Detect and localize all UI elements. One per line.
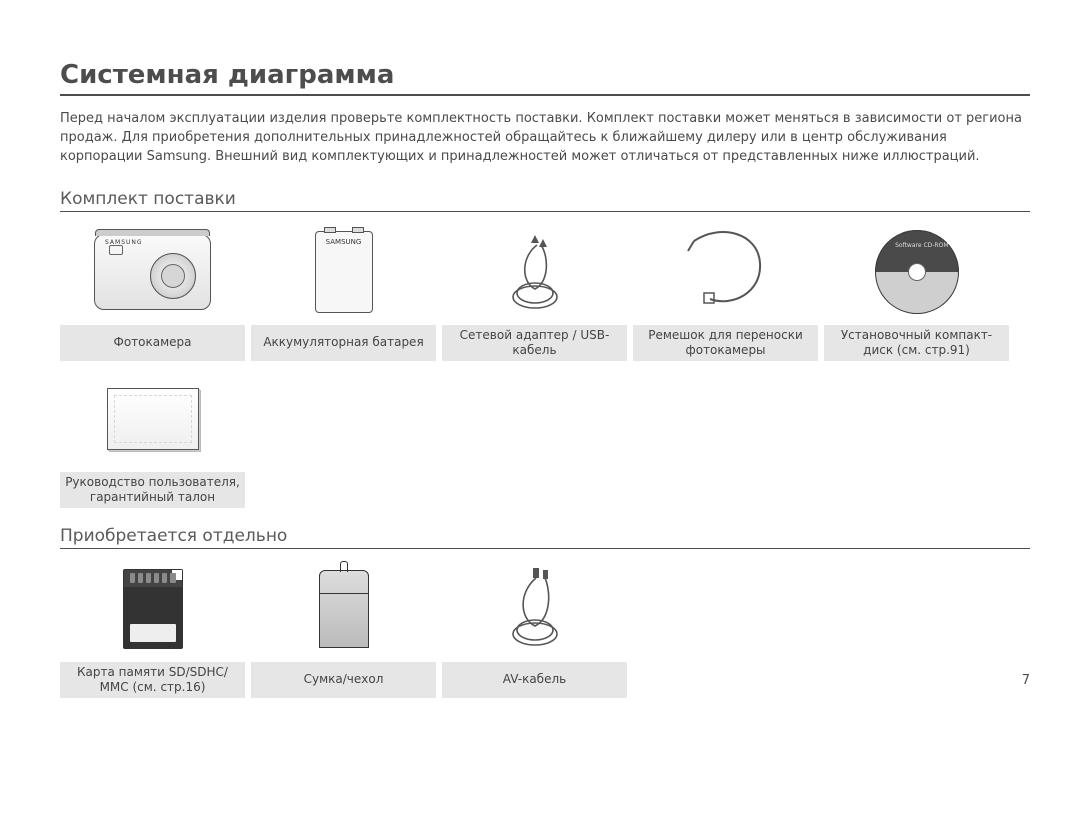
item-usb-cable: Сетевой адаптер / USB-кабель [442, 220, 627, 361]
caption-av-cable: AV-кабель [442, 662, 627, 698]
item-camera: SAMSUNG Фотокамера [60, 220, 245, 361]
cd-label-text: Software CD-ROM [895, 242, 948, 249]
caption-sd-card: Карта памяти SD/SDHC/ MMC (см. стр.16) [60, 662, 245, 698]
caption-usb-cable: Сетевой адаптер / USB-кабель [442, 325, 627, 361]
item-battery: SAMSUNG Аккумуляторная батарея [251, 220, 436, 361]
item-av-cable: AV-кабель [442, 557, 627, 698]
booklet-icon [60, 367, 245, 472]
page-number: 7 [1022, 673, 1030, 688]
camera-icon: SAMSUNG [60, 220, 245, 325]
section-header-optional: Приобретается отдельно [60, 526, 1030, 549]
caption-cd: Установочный компакт-диск (см. стр.91) [824, 325, 1009, 361]
optional-row: Карта памяти SD/SDHC/ MMC (см. стр.16) С… [60, 557, 1030, 698]
included-row-2: Руководство пользователя, гарантийный та… [60, 367, 1030, 508]
item-pouch: Сумка/чехол [251, 557, 436, 698]
usb-cable-icon [442, 220, 627, 325]
intro-paragraph: Перед началом эксплуатации изделия прове… [60, 110, 1030, 167]
item-sd-card: Карта памяти SD/SDHC/ MMC (см. стр.16) [60, 557, 245, 698]
caption-strap: Ремешок для переноски фотокамеры [633, 325, 818, 361]
caption-manual: Руководство пользователя, гарантийный та… [60, 472, 245, 508]
cd-icon: Software CD-ROM [824, 220, 1009, 325]
caption-pouch: Сумка/чехол [251, 662, 436, 698]
caption-battery: Аккумуляторная батарея [251, 325, 436, 361]
item-manual: Руководство пользователя, гарантийный та… [60, 367, 245, 508]
section-header-included: Комплект поставки [60, 189, 1030, 212]
battery-icon: SAMSUNG [251, 220, 436, 325]
pouch-icon [251, 557, 436, 662]
sd-card-icon [60, 557, 245, 662]
strap-icon [633, 220, 818, 325]
caption-camera: Фотокамера [60, 325, 245, 361]
item-cd: Software CD-ROM Установочный компакт-дис… [824, 220, 1009, 361]
included-row-1: SAMSUNG Фотокамера SAMSUNG Аккумуляторна… [60, 220, 1030, 361]
av-cable-icon [442, 557, 627, 662]
title-rule: Системная диаграмма [60, 60, 1030, 96]
page-title: Системная диаграмма [60, 60, 1030, 94]
item-strap: Ремешок для переноски фотокамеры [633, 220, 818, 361]
manual-page: Системная диаграмма Перед началом эксплу… [0, 0, 1080, 718]
